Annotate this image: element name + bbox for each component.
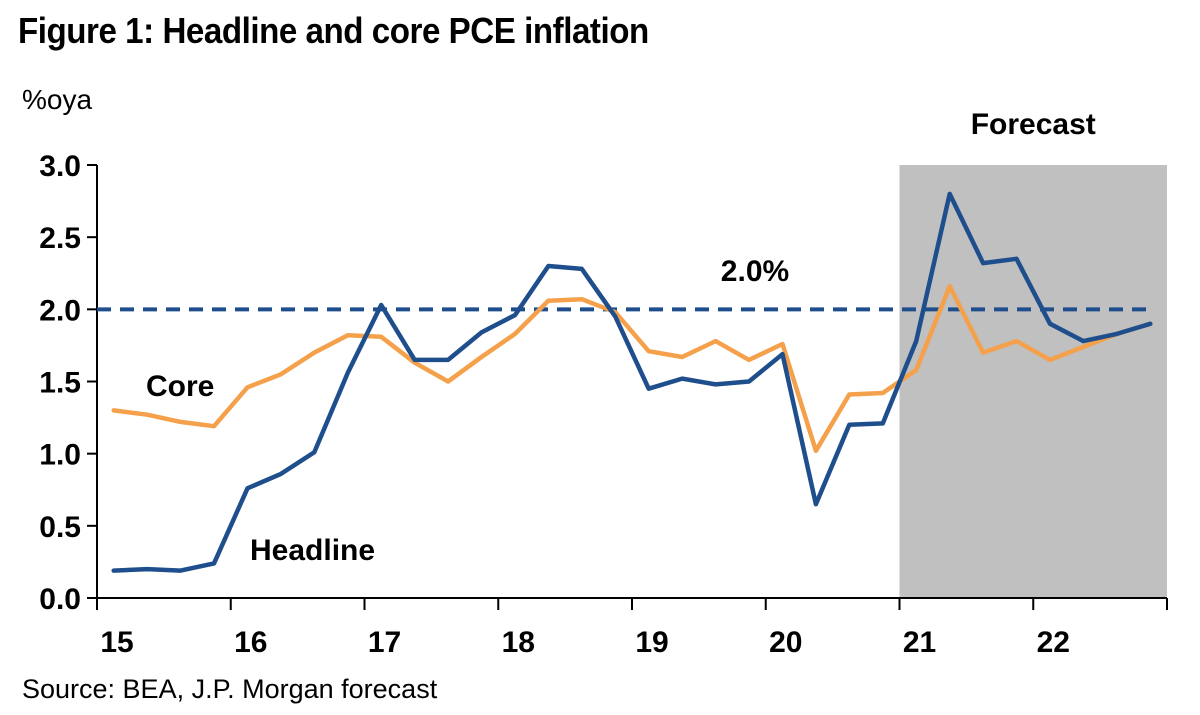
y-tick-label: 0.5 <box>39 511 81 544</box>
x-tick-label: 18 <box>502 626 535 659</box>
x-tick-label: 16 <box>234 626 267 659</box>
y-tick-label: 0.0 <box>39 583 81 616</box>
y-tick-label: 2.0 <box>39 294 81 327</box>
forecast-shaded-region <box>899 165 1167 598</box>
x-tick-label: 20 <box>769 626 802 659</box>
y-tick-label: 3.0 <box>39 150 81 183</box>
x-tick-label: 22 <box>1037 626 1070 659</box>
reference-line-label: 2.0% <box>721 255 789 288</box>
x-tick-label: 19 <box>635 626 668 659</box>
series-label-headline: Headline <box>250 534 375 567</box>
chart-title: Figure 1: Headline and core PCE inflatio… <box>18 10 649 51</box>
y-tick-label: 1.0 <box>39 439 81 472</box>
x-tick-label: 17 <box>368 626 401 659</box>
x-tick-label: 21 <box>903 626 936 659</box>
y-tick-label: 2.5 <box>39 222 81 255</box>
series-line-core <box>111 283 1153 454</box>
y-axis-unit-label: %oya <box>22 84 93 115</box>
series-label-core: Core <box>146 370 214 403</box>
forecast-label: Forecast <box>971 108 1096 141</box>
y-tick-label: 1.5 <box>39 367 81 400</box>
x-tick-label: 15 <box>100 626 133 659</box>
source-note: Source: BEA, J.P. Morgan forecast <box>22 674 438 704</box>
series-line-headline <box>111 191 1153 573</box>
